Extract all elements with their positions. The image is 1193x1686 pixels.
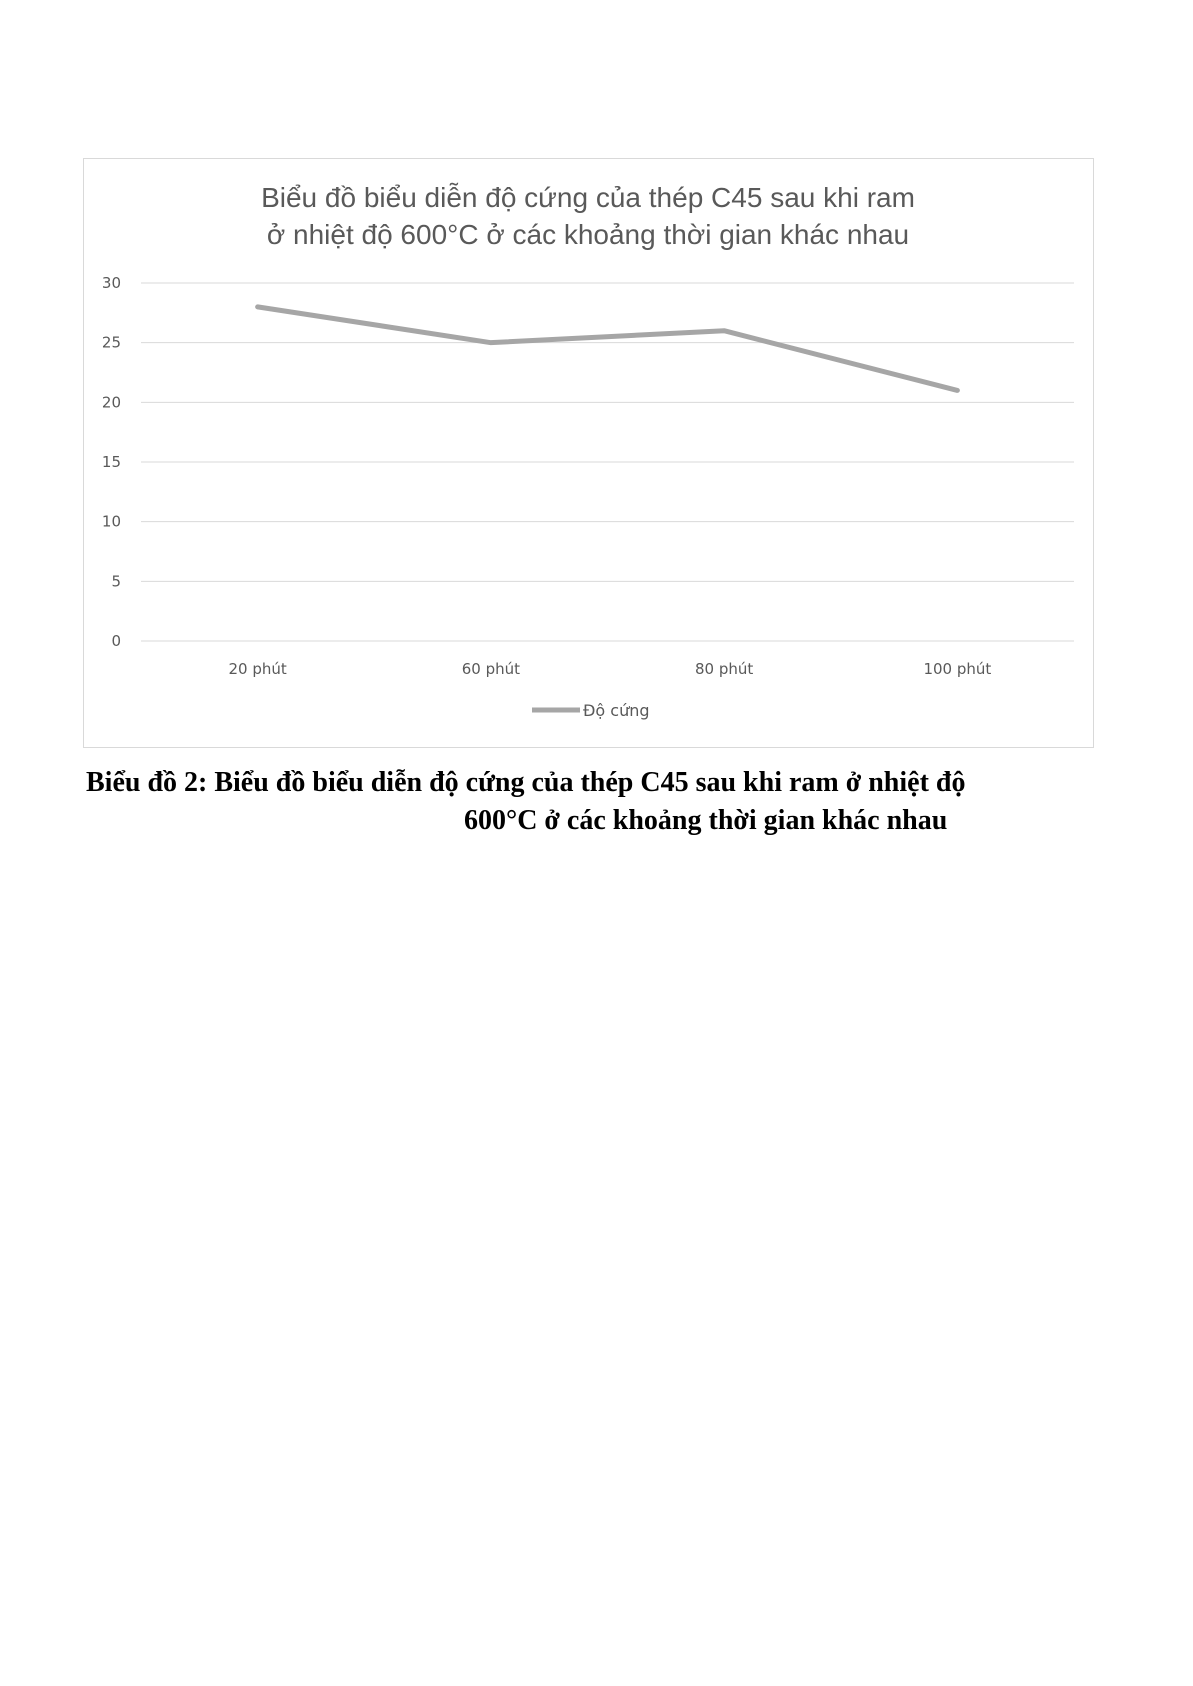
y-tick-label: 10: [102, 513, 121, 531]
x-tick-label: 80 phút: [695, 660, 753, 678]
x-tick-label: 100 phút: [923, 660, 991, 678]
y-tick-label: 15: [102, 453, 121, 471]
y-tick-label: 25: [102, 334, 121, 352]
series-lines: [255, 304, 960, 393]
legend: Độ cứng: [532, 701, 650, 720]
x-tick-label: 60 phút: [462, 660, 520, 678]
y-tick-label: 5: [111, 572, 121, 590]
figure-caption: Biểu đồ 2: Biểu đồ biểu diễn độ cứng của…: [86, 764, 1096, 840]
y-tick-label: 30: [102, 274, 121, 292]
x-axis-ticks: 20 phút 60 phút 80 phút 100 phút: [228, 660, 991, 678]
y-tick-label: 20: [102, 393, 121, 411]
y-axis-ticks: 0 5 10 15 20 25 30: [102, 274, 121, 650]
x-tick-label: 20 phút: [228, 660, 286, 678]
chart-frame: Biểu đồ biểu diễn độ cứng của thép C45 s…: [83, 158, 1094, 748]
caption-line-1: Biểu đồ 2: Biểu đồ biểu diễn độ cứng của…: [86, 767, 966, 798]
chart-title-line: Biểu đồ biểu diễn độ cứng của thép C45 s…: [261, 182, 915, 213]
caption-line-2: 600°C ở các khoảng thời gian khác nhau: [464, 805, 948, 836]
gridlines: [141, 282, 1074, 642]
legend-label: Độ cứng: [583, 701, 650, 720]
chart-title: Biểu đồ biểu diễn độ cứng của thép C45 s…: [261, 182, 915, 250]
line-chart: Biểu đồ biểu diễn độ cứng của thép C45 s…: [102, 182, 1074, 720]
chart-title-line: ở nhiệt độ 600°C ở các khoảng thời gian …: [267, 219, 909, 250]
y-tick-label: 0: [111, 632, 121, 650]
series-line-do-cung: [255, 304, 960, 393]
